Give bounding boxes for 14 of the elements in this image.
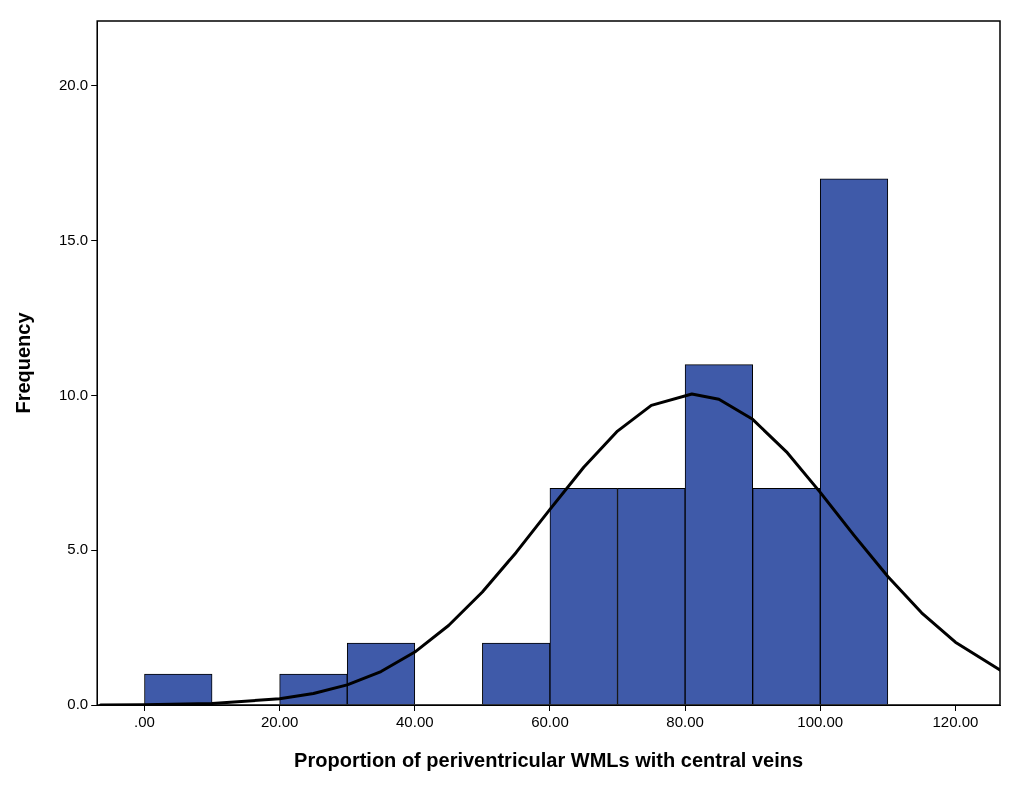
x-tick-label: 120.00	[932, 713, 979, 731]
x-tick-label: 20.00	[260, 713, 299, 731]
y-tick-label: 5.0	[67, 540, 89, 558]
y-tick-label: 20.0	[58, 76, 89, 94]
x-axis-title: Proportion of periventricular WMLs with central veins	[294, 748, 804, 771]
x-tick-label: .00	[134, 713, 155, 731]
x-tick-label: 80.00	[666, 713, 704, 731]
y-tick-label: 10.0	[58, 385, 89, 403]
x-tick-label: 100.00	[797, 713, 844, 731]
y-axis-title: Frequency	[11, 311, 34, 414]
y-tick-label: 15.0	[58, 230, 89, 248]
x-tick-label: 40.00	[396, 713, 434, 731]
y-tick-label: 0.0	[67, 695, 89, 713]
x-tick-label: 60.00	[531, 713, 569, 731]
